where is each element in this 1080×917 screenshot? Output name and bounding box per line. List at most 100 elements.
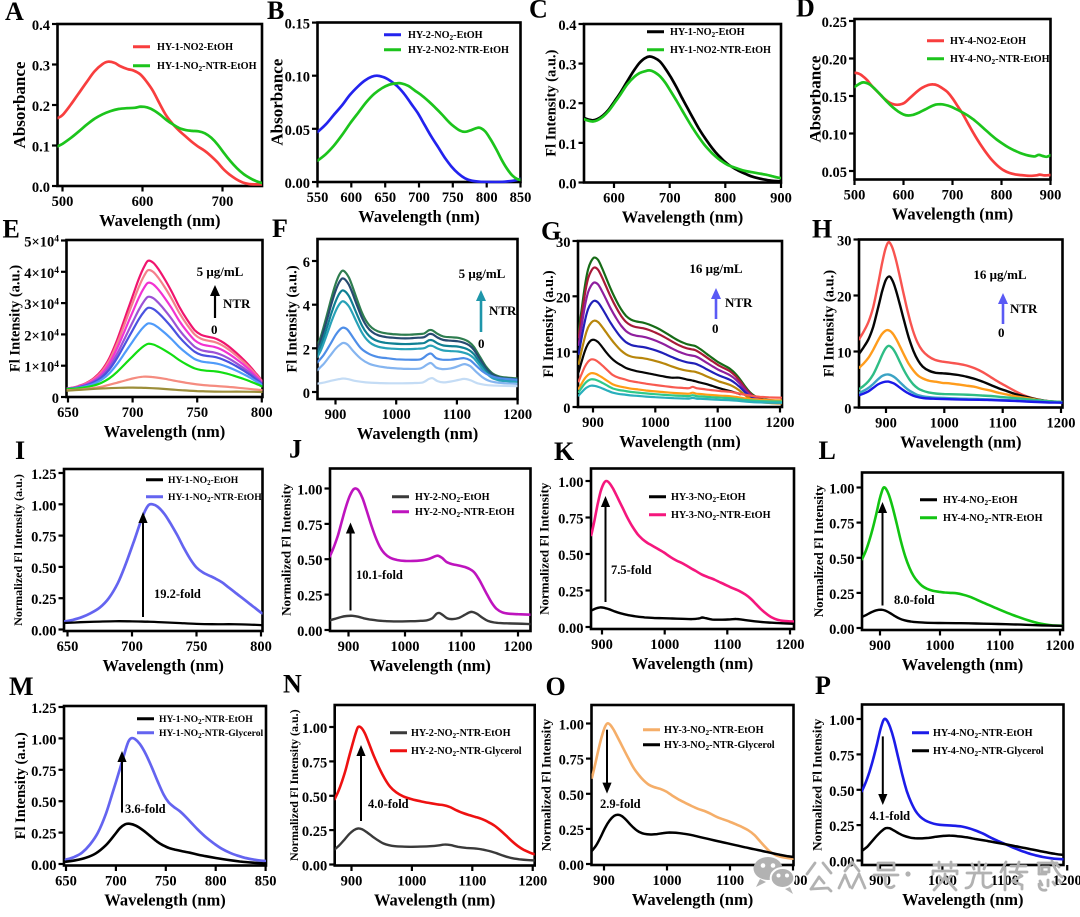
svg-text:Fl Intensity (a.u.): Fl Intensity (a.u.) <box>8 265 24 372</box>
svg-text:Fl Intensity (a.u.): Fl Intensity (a.u.) <box>544 49 560 156</box>
svg-text:1200: 1200 <box>1047 416 1076 432</box>
svg-text:0.25: 0.25 <box>829 587 854 603</box>
svg-text:Wavelength (nm): Wavelength (nm) <box>902 890 1023 909</box>
svg-text:1.25: 1.25 <box>31 467 56 483</box>
svg-text:B: B <box>267 0 284 25</box>
svg-text:1000: 1000 <box>653 873 682 889</box>
svg-text:F: F <box>272 214 288 243</box>
svg-text:Normalized Fl Intensity: Normalized Fl Intensity <box>279 483 294 616</box>
svg-text:Wavelength (nm): Wavelength (nm) <box>619 432 740 451</box>
svg-text:1200: 1200 <box>1053 873 1080 889</box>
svg-text:1.00: 1.00 <box>829 482 854 498</box>
svg-text:Absorbance: Absorbance <box>270 58 287 145</box>
svg-text:750: 750 <box>186 405 208 421</box>
svg-text:K: K <box>554 437 575 466</box>
svg-text:H: H <box>812 215 832 244</box>
svg-text:Fl Intensity (a.u.): Fl Intensity (a.u.) <box>541 270 557 377</box>
svg-text:1000: 1000 <box>926 638 955 654</box>
svg-text:900: 900 <box>338 639 360 655</box>
svg-text:O: O <box>546 672 566 701</box>
svg-text:HY-3-NO2-NTR-EtOH: HY-3-NO2-NTR-EtOH <box>671 510 771 522</box>
svg-text:1.00: 1.00 <box>558 475 583 491</box>
svg-text:3.6-fold: 3.6-fold <box>125 802 166 816</box>
svg-text:HY-1-NO2-NTR-EtOH: HY-1-NO2-NTR-EtOH <box>168 492 262 504</box>
svg-text:2: 2 <box>303 342 310 358</box>
svg-text:HY-2-NO2-EtOH: HY-2-NO2-EtOH <box>408 30 483 42</box>
svg-text:1×104: 1×104 <box>24 360 59 376</box>
svg-text:16 μg/mL: 16 μg/mL <box>973 267 1027 282</box>
svg-text:Wavelength (nm): Wavelength (nm) <box>374 891 495 910</box>
svg-text:700: 700 <box>212 194 234 210</box>
svg-text:900: 900 <box>593 873 615 889</box>
svg-text:700: 700 <box>942 188 964 204</box>
svg-text:Wavelength (nm): Wavelength (nm) <box>102 656 223 675</box>
svg-text:650: 650 <box>55 874 77 890</box>
svg-text:0.50: 0.50 <box>558 548 583 564</box>
svg-text:0.75: 0.75 <box>558 512 583 528</box>
svg-text:550: 550 <box>307 190 329 206</box>
svg-text:10: 10 <box>837 346 852 362</box>
svg-text:1100: 1100 <box>716 873 744 889</box>
svg-text:0.00: 0.00 <box>31 624 56 640</box>
svg-text:HY-4-NO2-NTR-EtOH: HY-4-NO2-NTR-EtOH <box>933 728 1033 740</box>
svg-text:10.1-fold: 10.1-fold <box>356 568 403 582</box>
svg-text:0.75: 0.75 <box>302 755 327 771</box>
svg-text:600: 600 <box>893 188 915 204</box>
svg-text:0.50: 0.50 <box>297 553 322 569</box>
svg-text:0.2: 0.2 <box>32 99 50 115</box>
svg-text:1100: 1100 <box>713 637 741 653</box>
svg-text:0.50: 0.50 <box>559 788 584 804</box>
svg-text:P: P <box>815 671 831 700</box>
svg-text:700: 700 <box>121 639 143 655</box>
svg-text:1000: 1000 <box>391 639 420 655</box>
svg-text:Wavelength (nm): Wavelength (nm) <box>632 890 753 909</box>
svg-text:Wavelength (nm): Wavelength (nm) <box>902 655 1023 674</box>
svg-text:Wavelength (nm): Wavelength (nm) <box>358 207 479 226</box>
svg-text:0: 0 <box>478 336 485 351</box>
svg-text:0: 0 <box>712 321 719 336</box>
svg-text:HY-1-NO2-NTR-EtOH: HY-1-NO2-NTR-EtOH <box>670 45 771 56</box>
svg-text:1200: 1200 <box>503 407 532 423</box>
svg-text:L: L <box>819 436 836 465</box>
svg-text:20: 20 <box>837 290 852 306</box>
svg-text:Wavelength (nm): Wavelength (nm) <box>892 205 1013 224</box>
svg-text:N: N <box>283 670 302 699</box>
svg-text:0.3: 0.3 <box>32 59 50 75</box>
svg-text:Wavelength (nm): Wavelength (nm) <box>357 424 478 443</box>
svg-text:0.1: 0.1 <box>558 137 576 153</box>
svg-text:650: 650 <box>57 405 79 421</box>
svg-text:5 μg/mL: 5 μg/mL <box>197 264 244 279</box>
svg-text:0.0: 0.0 <box>558 177 576 193</box>
svg-text:NTR: NTR <box>489 303 517 318</box>
svg-text:1100: 1100 <box>458 874 486 890</box>
svg-text:1000: 1000 <box>382 407 411 423</box>
svg-text:0.75: 0.75 <box>829 517 854 533</box>
svg-text:0.50: 0.50 <box>829 552 854 568</box>
svg-text:Wavelength (nm): Wavelength (nm) <box>104 422 225 441</box>
svg-text:Wavelength (nm): Wavelength (nm) <box>369 656 490 675</box>
svg-text:7.5-fold: 7.5-fold <box>611 563 652 577</box>
svg-text:0.00: 0.00 <box>285 176 310 192</box>
svg-text:1.25: 1.25 <box>31 701 56 717</box>
svg-text:Wavelength (nm): Wavelength (nm) <box>99 211 220 230</box>
svg-text:HY-1-NO2-NTR-Glycerol: HY-1-NO2-NTR-Glycerol <box>159 728 264 740</box>
svg-text:500: 500 <box>844 188 866 204</box>
svg-text:0.15: 0.15 <box>285 17 310 33</box>
svg-text:750: 750 <box>442 190 464 206</box>
svg-text:500: 500 <box>52 194 74 210</box>
svg-text:HY-4-NO2-NTR-EtOH: HY-4-NO2-NTR-EtOH <box>943 513 1043 525</box>
svg-text:1200: 1200 <box>766 415 795 431</box>
svg-text:HY-1-NO2-NTR-EtOH: HY-1-NO2-NTR-EtOH <box>159 714 253 726</box>
svg-text:850: 850 <box>510 190 532 206</box>
svg-text:1100: 1100 <box>443 407 471 423</box>
svg-text:0.50: 0.50 <box>302 790 327 806</box>
svg-text:0.3: 0.3 <box>558 58 576 74</box>
svg-text:700: 700 <box>105 874 127 890</box>
svg-text:Normalized Fl Intensity: Normalized Fl Intensity <box>540 482 552 615</box>
svg-text:900: 900 <box>591 637 613 653</box>
svg-text:NTR: NTR <box>1010 301 1038 316</box>
svg-text:30: 30 <box>837 234 852 250</box>
svg-text:16 μg/mL: 16 μg/mL <box>689 261 743 276</box>
svg-text:4×104: 4×104 <box>24 266 59 282</box>
svg-text:0: 0 <box>998 325 1005 340</box>
